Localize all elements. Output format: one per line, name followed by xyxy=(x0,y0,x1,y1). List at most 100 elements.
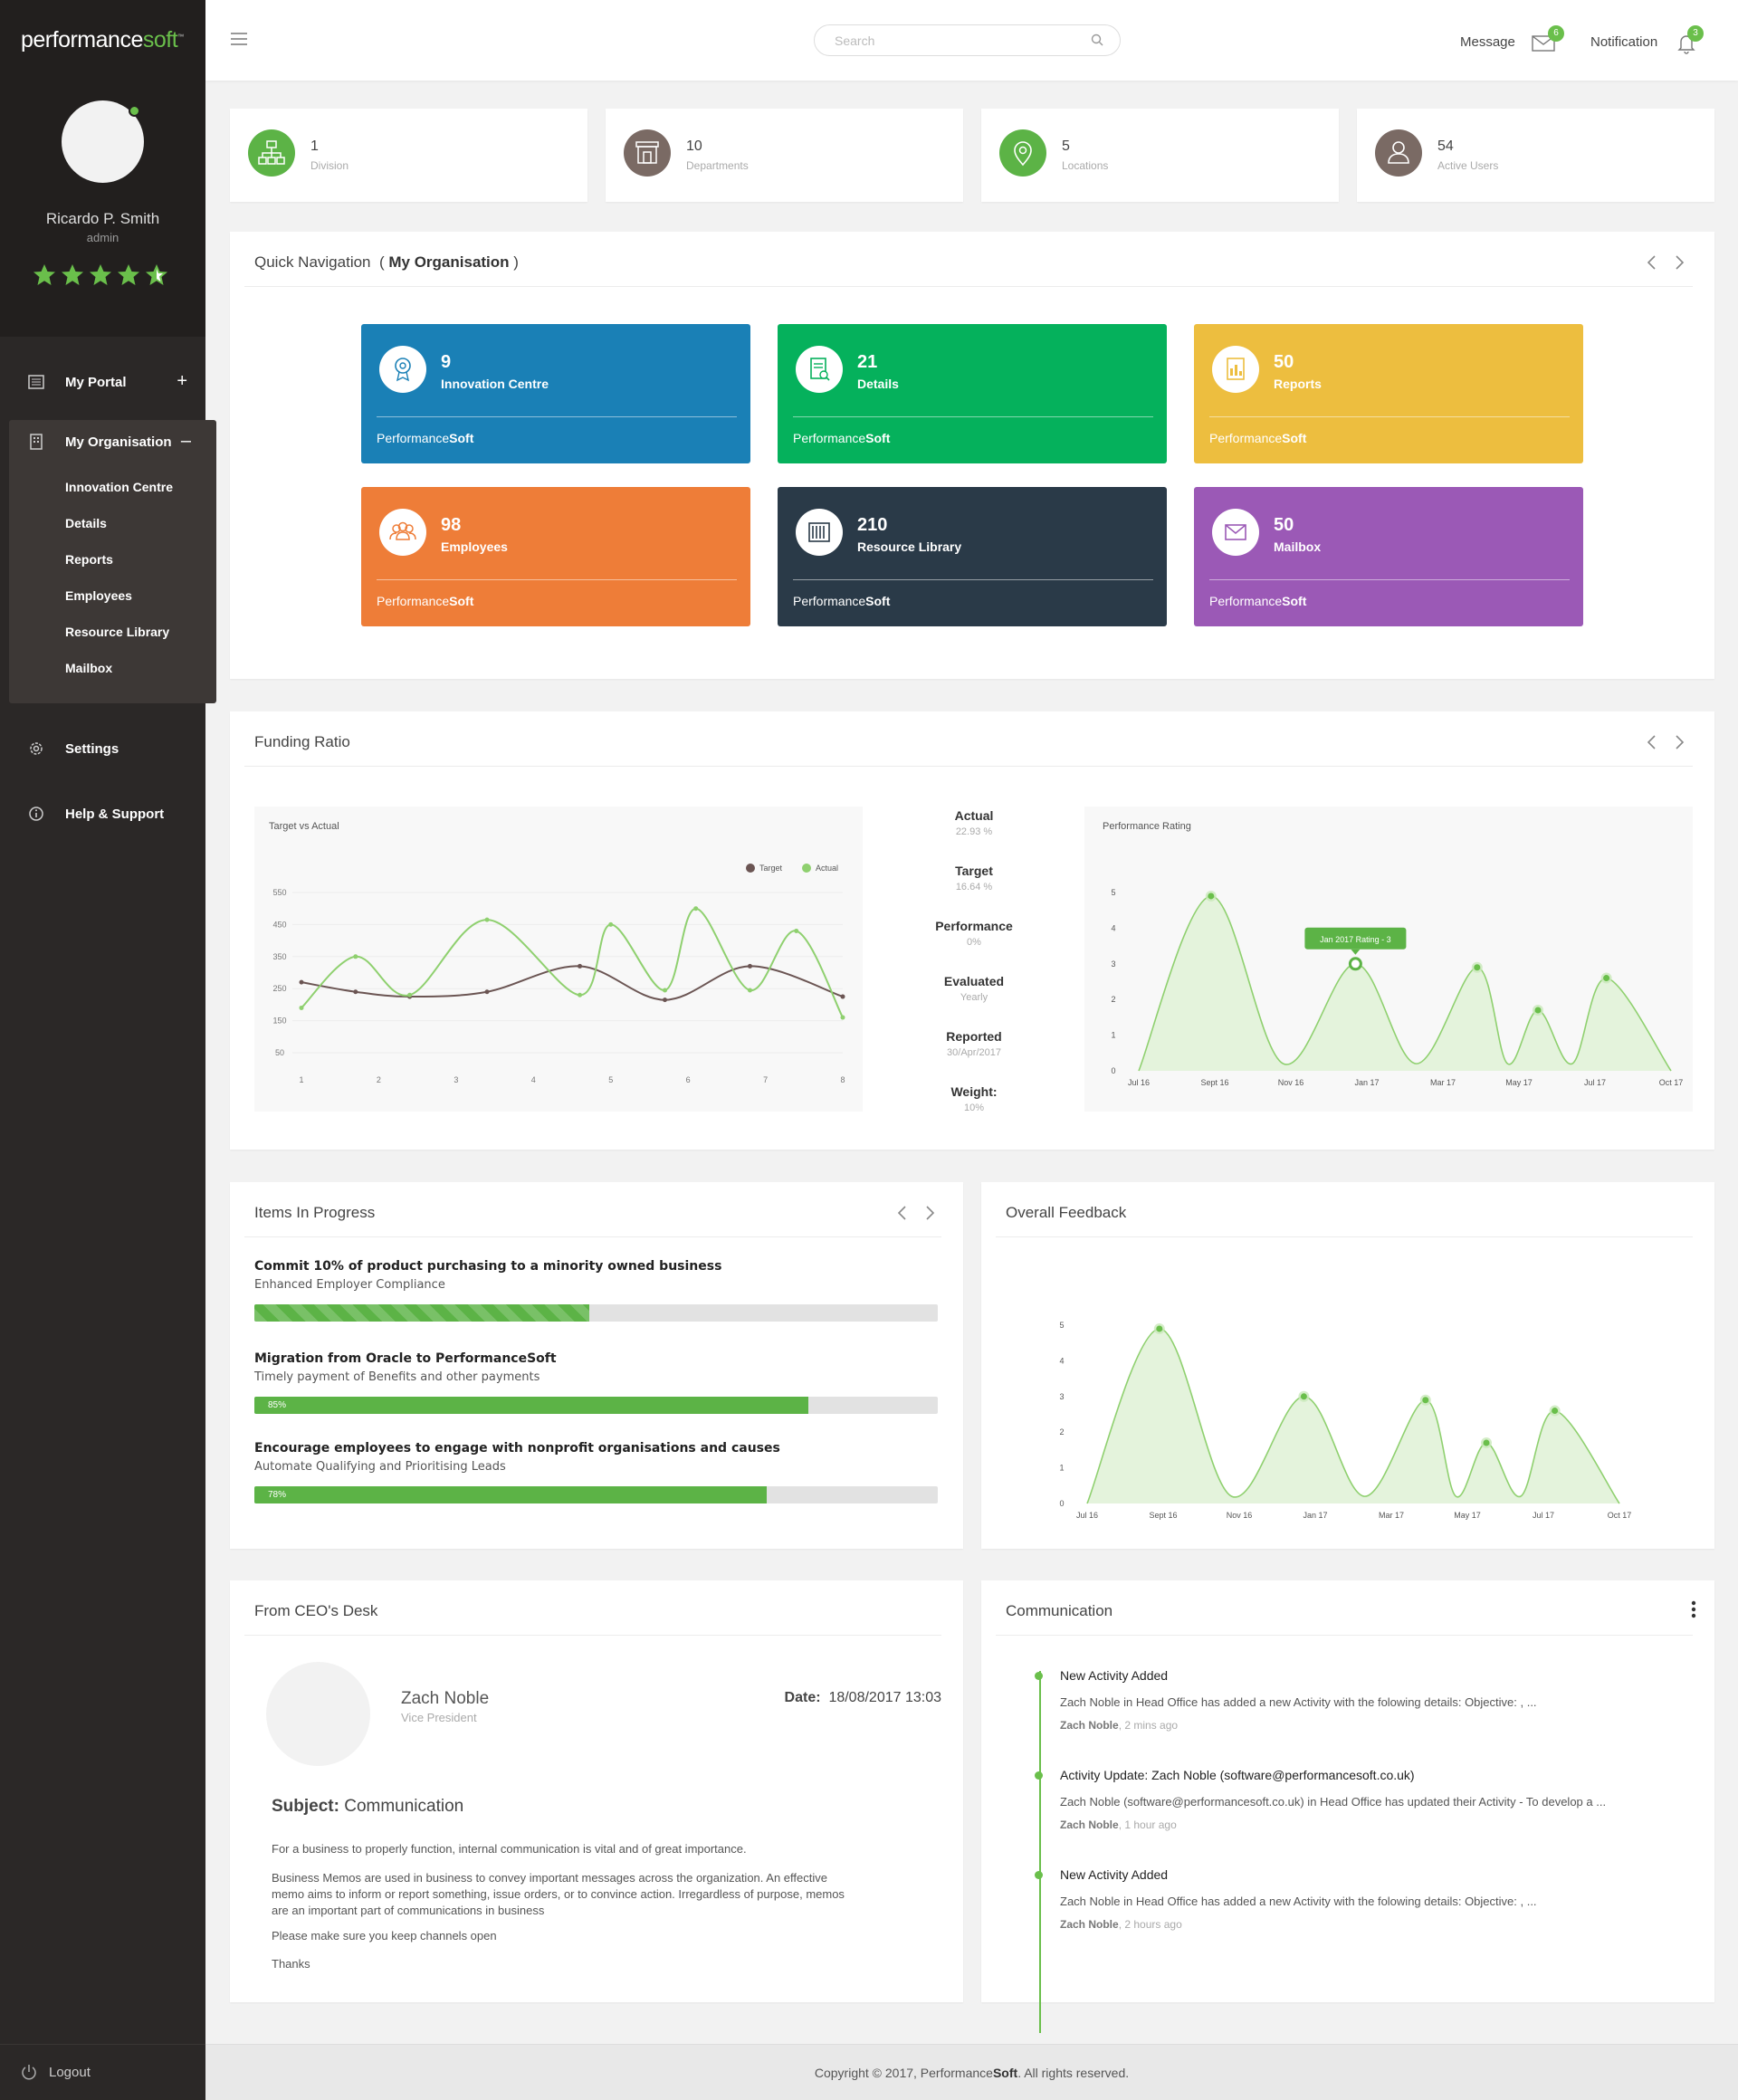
x-tick-label: May 17 xyxy=(1454,1511,1481,1520)
tile-value: 210 xyxy=(857,515,888,535)
carousel-arrows xyxy=(1645,733,1686,751)
progress-title: Encourage employees to engage with nonpr… xyxy=(254,1441,780,1456)
tile-icon-circle xyxy=(379,346,426,393)
collapse-icon[interactable]: – xyxy=(180,431,191,451)
x-tick-label: 4 xyxy=(531,1075,536,1084)
library-icon xyxy=(808,522,830,542)
star-shape xyxy=(90,264,111,285)
stat-value: 10 xyxy=(686,138,702,154)
chevron-right-icon[interactable] xyxy=(1672,733,1686,751)
x-tick-label: 6 xyxy=(686,1075,691,1084)
message-link[interactable]: Message xyxy=(1460,34,1515,50)
memo-paragraph: memo aims to inform or report something,… xyxy=(272,1887,845,1901)
sidebar-subitem-mailbox[interactable]: Mailbox xyxy=(65,661,113,675)
tile-reports[interactable]: 50 Reports PerformanceSoft xyxy=(1194,324,1583,463)
divider xyxy=(377,579,737,580)
stat-card-departments[interactable]: 10 Departments xyxy=(606,109,963,202)
stat-card-locations[interactable]: 5 Locations xyxy=(981,109,1339,202)
sidebar-item-settings[interactable]: Settings xyxy=(0,727,205,770)
chart-title: Target vs Actual xyxy=(269,821,339,832)
divider xyxy=(244,766,1693,767)
sidebar-item-my-portal[interactable]: My Portal + xyxy=(0,360,205,404)
sidebar-subitem-reports[interactable]: Reports xyxy=(65,552,113,567)
activity-title: Activity Update: Zach Noble (software@pe… xyxy=(1060,1768,1415,1782)
store-icon xyxy=(635,141,659,164)
star-icon xyxy=(118,264,139,285)
peak-point xyxy=(1552,1408,1559,1415)
data-point-target xyxy=(747,963,752,969)
sidebar-group-my-organisation: My Organisation – Innovation Centre Deta… xyxy=(9,420,216,703)
tile-icon-circle xyxy=(796,509,843,556)
divider xyxy=(996,1635,1693,1636)
peak-point xyxy=(1474,964,1481,971)
stat-icon-circle xyxy=(624,129,671,177)
legend-marker xyxy=(802,864,811,873)
x-tick-label: Sept 16 xyxy=(1200,1078,1228,1087)
peak-point xyxy=(1603,975,1610,982)
star-half-mark xyxy=(157,269,163,282)
chevron-left-icon[interactable] xyxy=(895,1204,910,1222)
notification-link[interactable]: Notification xyxy=(1590,34,1658,50)
star-icon xyxy=(33,264,55,285)
activity-body: Zach Noble (software@performancesoft.co.… xyxy=(1060,1795,1607,1809)
more-vertical-icon[interactable] xyxy=(1690,1598,1697,1621)
progress-title: Migration from Oracle to PerformanceSoft xyxy=(254,1351,557,1366)
search-input[interactable] xyxy=(814,24,1121,56)
sidebar-subitem-employees[interactable]: Employees xyxy=(65,588,132,603)
y-tick-label: 3 xyxy=(1111,959,1115,969)
tooltip-box xyxy=(1304,927,1407,950)
y-tick-label: 250 xyxy=(272,984,286,993)
logout-button[interactable]: Logout xyxy=(0,2044,205,2100)
data-point-actual xyxy=(299,1005,304,1010)
data-point-actual xyxy=(693,906,699,912)
carousel-arrows xyxy=(895,1204,937,1222)
progress-item[interactable]: Migration from Oracle to PerformanceSoft… xyxy=(254,1351,938,1414)
tile-footer: PerformanceSoft xyxy=(1209,431,1307,445)
chevron-right-icon[interactable] xyxy=(1672,253,1686,272)
tile-label: Details xyxy=(857,377,899,391)
brand-logo[interactable]: performancesoft™ xyxy=(21,27,184,52)
chevron-left-icon[interactable] xyxy=(1645,253,1659,272)
tile-resource-library[interactable]: 210 Resource Library PerformanceSoft xyxy=(778,487,1167,626)
gear-icon xyxy=(30,742,43,755)
x-tick-label: Oct 17 xyxy=(1608,1511,1632,1520)
search-icon[interactable] xyxy=(1091,33,1103,46)
ceo-position: Vice President xyxy=(401,1711,477,1724)
sidebar-subitem-resource-library[interactable]: Resource Library xyxy=(65,625,170,639)
tile-value: 98 xyxy=(441,515,462,535)
activity-title: New Activity Added xyxy=(1060,1867,1169,1882)
sidebar-subitem-innovation-centre[interactable]: Innovation Centre xyxy=(65,480,174,494)
y-tick-label: 1 xyxy=(1059,1464,1064,1473)
sidebar-item-my-organisation[interactable]: My Organisation – xyxy=(9,420,216,463)
tile-label: Mailbox xyxy=(1274,539,1322,554)
chevron-left-icon[interactable] xyxy=(1645,733,1659,751)
legend-marker xyxy=(746,864,755,873)
expand-icon[interactable]: + xyxy=(177,371,187,391)
sidebar-subitem-details[interactable]: Details xyxy=(65,516,107,530)
x-tick-label: Jul 17 xyxy=(1533,1511,1554,1520)
data-point-target xyxy=(663,998,668,1003)
stat-card-active-users[interactable]: 54 Active Users xyxy=(1357,109,1714,202)
area-fill xyxy=(1087,1328,1619,1503)
tile-mailbox[interactable]: 50 Mailbox PerformanceSoft xyxy=(1194,487,1583,626)
x-tick-label: 7 xyxy=(763,1075,768,1084)
tile-innovation-centre[interactable]: 9 Innovation Centre PerformanceSoft xyxy=(361,324,750,463)
document-icon xyxy=(810,358,830,381)
menu-toggle-icon[interactable] xyxy=(231,33,247,45)
sidebar-item-label: Help & Support xyxy=(65,806,165,822)
tooltip-target-point xyxy=(1348,957,1362,971)
star-shape xyxy=(62,264,83,285)
tile-employees[interactable]: 98 Employees PerformanceSoft xyxy=(361,487,750,626)
ceo-avatar[interactable] xyxy=(266,1662,370,1766)
progress-item[interactable]: Commit 10% of product purchasing to a mi… xyxy=(254,1259,938,1322)
chevron-right-icon[interactable] xyxy=(922,1204,937,1222)
progress-item[interactable]: Encourage employees to engage with nonpr… xyxy=(254,1441,938,1503)
tile-details[interactable]: 21 Details PerformanceSoft xyxy=(778,324,1167,463)
sidebar-item-help-support[interactable]: Help & Support xyxy=(0,792,205,835)
card-title: Quick Navigation ( My Organisation ) xyxy=(254,253,519,271)
footer: Copyright © 2017, PerformanceSoft. All r… xyxy=(205,2044,1738,2100)
card-title: Items In Progress xyxy=(254,1204,376,1221)
message-count-badge: 6 xyxy=(1548,25,1564,42)
avatar[interactable] xyxy=(62,100,144,183)
stat-card-division[interactable]: 1 Division xyxy=(230,109,587,202)
